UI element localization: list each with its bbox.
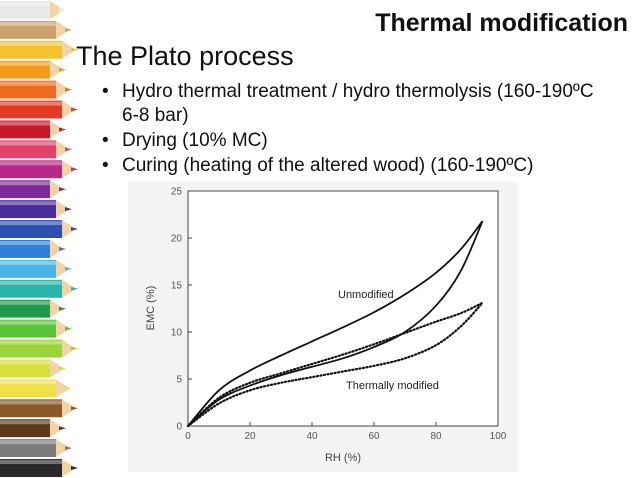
pencil xyxy=(0,220,78,238)
y-tick-label: 10 xyxy=(171,328,183,339)
pencil xyxy=(0,459,78,477)
y-axis-title: EMC (%) xyxy=(145,286,157,331)
pencil xyxy=(0,379,72,398)
thermally-modified-desorption-line xyxy=(186,301,484,428)
unmodified-desorption-line xyxy=(187,220,484,427)
y-tick-label: 15 xyxy=(171,281,183,292)
x-tick-label: 20 xyxy=(244,431,256,442)
pencil xyxy=(0,319,72,338)
annotation-unmodified: Unmodified xyxy=(338,289,394,301)
chart-series xyxy=(186,220,484,428)
pencil xyxy=(0,399,78,418)
bullet-item: Curing (heating of the altered wood) (16… xyxy=(102,154,607,178)
slide-subtitle: The Plato process xyxy=(76,41,294,71)
pencil xyxy=(0,100,78,119)
pencil xyxy=(0,140,72,159)
pencil xyxy=(0,240,66,258)
pencil xyxy=(0,160,78,179)
emc-isotherm-chart: 0 20 40 60 80 100 0 5 10 15 20 25 Unmodified Therma… xyxy=(128,182,518,472)
corner-box xyxy=(588,454,638,478)
pencil xyxy=(0,279,78,298)
y-tick-label: 20 xyxy=(171,234,183,245)
x-tick-label: 0 xyxy=(185,431,191,442)
axis-ticks: 0 20 40 60 80 100 0 5 10 15 20 25 xyxy=(171,187,507,443)
colored-pencils-decoration xyxy=(0,1,78,477)
pencil xyxy=(0,200,72,219)
x-tick-label: 60 xyxy=(368,431,380,442)
annotation-thermally-modified: Thermally modified xyxy=(346,380,439,392)
bullet-item: Drying (10% MC) xyxy=(102,129,607,153)
pencil xyxy=(0,120,66,139)
pencil xyxy=(0,359,66,378)
x-axis-title: RH (%) xyxy=(325,452,361,464)
thermally-modified-adsorption-line xyxy=(186,301,484,428)
pencil xyxy=(0,299,66,318)
pencil xyxy=(0,60,66,79)
pencil xyxy=(0,259,72,278)
pencil xyxy=(0,40,78,59)
pencil xyxy=(0,20,72,39)
bullet-list: Hydro thermal treatment / hydro thermoly… xyxy=(102,80,607,179)
y-tick-label: 0 xyxy=(176,422,182,433)
pencil xyxy=(0,339,78,358)
pencil xyxy=(0,419,66,438)
pencil xyxy=(0,80,72,99)
y-tick-label: 5 xyxy=(176,375,182,386)
bullet-item: Hydro thermal treatment / hydro thermoly… xyxy=(102,80,607,128)
pencil xyxy=(0,439,72,458)
unmodified-adsorption-line xyxy=(187,220,484,427)
x-tick-label: 100 xyxy=(490,431,507,442)
x-tick-label: 40 xyxy=(306,431,318,442)
pencil xyxy=(0,1,66,19)
pencil xyxy=(0,180,66,199)
slide-title: Thermal modification xyxy=(375,9,628,37)
x-tick-label: 80 xyxy=(430,431,442,442)
y-tick-label: 25 xyxy=(171,187,183,198)
